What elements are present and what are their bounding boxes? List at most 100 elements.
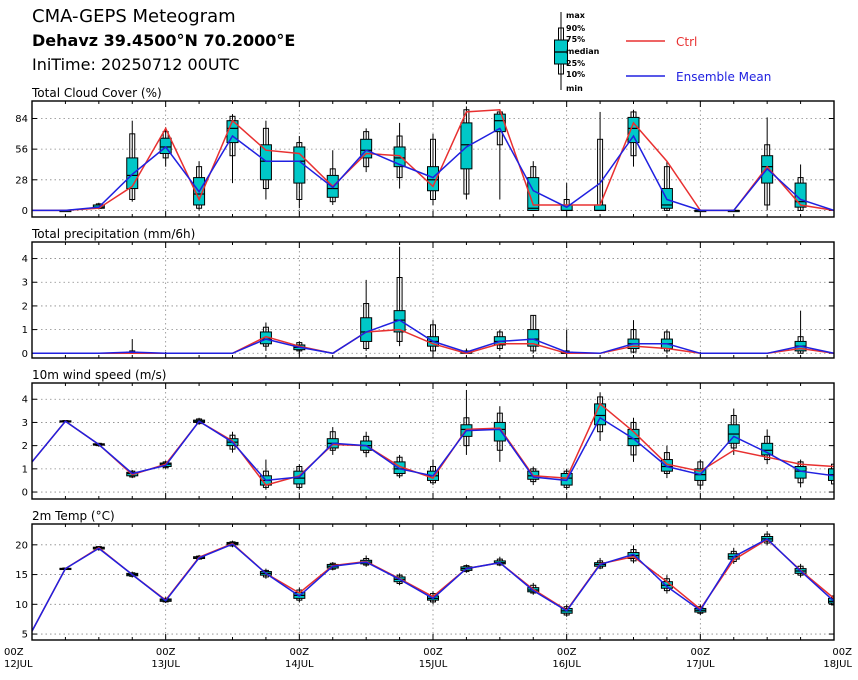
ensemble-boxplot	[594, 111, 607, 212]
boxplot-iqr	[159, 137, 172, 155]
ensemble-boxplot	[727, 547, 740, 564]
ctrl-line	[32, 538, 834, 632]
panel-frame	[31, 100, 835, 218]
ensemble-boxplot	[493, 556, 506, 567]
x-tick-time-label: 00Z	[423, 647, 443, 658]
ensemble-boxplot	[627, 320, 640, 354]
y-tick-label: 3	[22, 418, 28, 429]
ensemble-boxplot	[427, 133, 439, 205]
x-tick-time-label: 00Z	[691, 647, 711, 658]
boxplot-iqr	[259, 144, 272, 181]
ensemble-boxplot	[527, 314, 540, 354]
ensemble-boxplot	[660, 445, 673, 479]
x-tick-date-label: 18JUL	[823, 659, 852, 670]
ensemble-boxplot	[326, 427, 339, 455]
y-tick-label: 10	[15, 600, 28, 611]
boxplot-iqr	[360, 317, 373, 342]
legend-boxplot-key: max 90% 75% median 25% 10% min	[554, 11, 600, 93]
x-tick-time-label: 00Z	[4, 647, 24, 658]
boxplot-outer-range	[396, 277, 403, 342]
boxplot-iqr	[627, 116, 640, 144]
y-tick-label: 1	[22, 464, 28, 475]
y-tick-label: 56	[15, 145, 28, 156]
legend: max 90% 75% median 25% 10% min Ctrl Ensemble M…	[554, 11, 771, 93]
panel-3: 10m wind speed (m/s) 0 1 2 3 4	[22, 368, 835, 500]
ensemble-boxplot	[226, 114, 239, 184]
panel-1: Total Cloud Cover (%) 0 28 56 84	[15, 86, 835, 218]
ensemble-boxplot	[126, 120, 139, 202]
x-tick-time-label: 00Z	[832, 647, 852, 658]
ensemble-boxplot	[293, 136, 306, 209]
boxplot-iqr	[493, 421, 506, 442]
y-tick-label: 0	[22, 349, 28, 360]
y-tick-label: 2	[22, 441, 28, 452]
ensemble-boxplot	[794, 164, 807, 211]
x-tick-time-label: 00Z	[290, 647, 310, 658]
panel-title: Total precipitation (mm/6h)	[31, 227, 195, 241]
boxplot-iqr	[527, 329, 540, 347]
x-tick-date-label: 12JUL	[4, 659, 33, 670]
x-tick-time-label: 00Z	[557, 647, 577, 658]
ensemble-boxplot	[627, 109, 640, 167]
y-tick-label: 4	[22, 395, 28, 406]
ensemble-boxplot	[259, 120, 272, 200]
x-tick-date-label: 16JUL	[552, 659, 581, 670]
ensemble-mean-line	[32, 416, 834, 482]
ensemble-boxplot	[460, 389, 473, 455]
legend-box-label: 10%	[566, 70, 585, 79]
ensemble-boxplot	[828, 593, 834, 607]
x-tick-date-label: 15JUL	[419, 659, 448, 670]
ensemble-boxplot	[627, 417, 640, 462]
ensemble-boxplot	[527, 161, 540, 211]
legend-ctrl-label: Ctrl	[676, 35, 697, 49]
x-tick-date-label: 13JUL	[151, 659, 180, 670]
panel-title: 2m Temp (°C)	[32, 509, 115, 523]
boxplot-iqr	[594, 204, 607, 211]
ensemble-boxplot	[560, 329, 573, 354]
ensemble-boxplot	[360, 279, 373, 351]
y-tick-label: 5	[22, 630, 28, 641]
legend-box-label: median	[566, 47, 600, 56]
panel-frame	[31, 382, 835, 500]
x-axis: 00Z12JUL00Z13JUL00Z14JUL00Z15JUL00Z16JUL…	[4, 647, 852, 670]
legend-box-label: 75%	[566, 35, 585, 44]
ensemble-boxplot	[460, 106, 473, 200]
x-tick-date-label: 17JUL	[686, 659, 715, 670]
panel-frame	[31, 241, 835, 359]
panel-title: 10m wind speed (m/s)	[32, 368, 166, 382]
ensemble-boxplot	[493, 329, 506, 351]
x-tick-date-label: 14JUL	[285, 659, 314, 670]
panel-title: Total Cloud Cover (%)	[31, 86, 162, 100]
ensemble-boxplot	[326, 150, 339, 205]
ensemble-boxplot	[727, 408, 740, 455]
boxplot-iqr	[493, 113, 506, 133]
ensemble-boxplot	[427, 320, 439, 354]
legend-box-label: min	[566, 84, 583, 93]
boxplot-iqr	[460, 122, 473, 170]
init-time-line: IniTime: 20250712 00UTC	[32, 55, 240, 74]
ensemble-boxplot	[660, 161, 673, 211]
ensemble-mean-line	[32, 127, 834, 212]
y-tick-label: 4	[22, 254, 28, 265]
ensemble-boxplot	[360, 431, 373, 458]
ensemble-mean-line	[32, 537, 834, 632]
location-line: Dehavz 39.4500°N 70.2000°E	[32, 31, 296, 50]
y-tick-label: 0	[22, 488, 28, 499]
panel-2: Total precipitation (mm/6h) 0 1 2 3 4	[22, 227, 835, 360]
ensemble-boxplot	[761, 117, 774, 211]
legend-box-label: 90%	[566, 24, 585, 33]
ensemble-boxplot	[493, 109, 506, 200]
y-tick-label: 84	[15, 114, 28, 125]
boxplot-iqr	[360, 138, 373, 159]
y-tick-label: 0	[22, 206, 28, 217]
meteogram-title: CMA-GEPS Meteogram	[32, 6, 236, 27]
ensemble-mean-line	[32, 319, 834, 355]
legend-mean-label: Ensemble Mean	[676, 70, 771, 84]
y-tick-label: 2	[22, 301, 28, 312]
ensemble-boxplot	[761, 429, 774, 465]
boxplot-iqr	[126, 157, 139, 190]
y-tick-label: 3	[22, 278, 28, 289]
boxplot-iqr	[427, 166, 439, 192]
legend-box-label: max	[566, 11, 586, 20]
